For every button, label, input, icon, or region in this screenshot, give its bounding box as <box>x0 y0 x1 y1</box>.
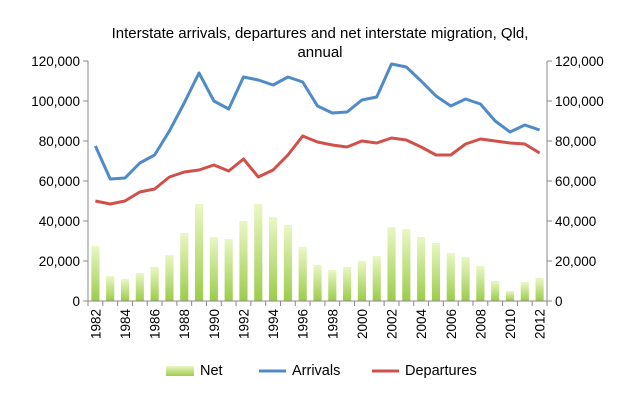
bar-net-1997 <box>313 265 322 301</box>
bar-net-1993 <box>254 204 263 301</box>
y-tick-label-right: 20,000 <box>555 254 596 269</box>
x-tick-label: 1988 <box>177 309 192 339</box>
legend-label-net: Net <box>200 363 223 379</box>
y-tick-label-left: 120,000 <box>31 54 80 69</box>
bar-net-2010 <box>505 291 515 301</box>
bar-net-2006 <box>446 253 455 301</box>
x-tick-label: 2006 <box>444 309 459 339</box>
bar-net-1999 <box>343 267 352 301</box>
legend-label-departures: Departures <box>405 363 477 379</box>
x-tick-label: 1996 <box>296 309 311 339</box>
bar-net-1984 <box>120 279 130 301</box>
x-tick-label: 1998 <box>325 309 340 339</box>
y-tick-label-left: 80,000 <box>39 134 80 149</box>
x-tick-label: 1984 <box>118 309 133 340</box>
bar-net-1983 <box>106 276 115 301</box>
y-tick-label-left: 100,000 <box>31 94 80 109</box>
x-tick-label: 1986 <box>148 309 163 339</box>
bar-net-2000 <box>357 261 366 301</box>
y-tick-label-right: 80,000 <box>555 134 596 149</box>
bar-net-2012 <box>535 278 544 301</box>
bar-net-1996 <box>298 247 307 301</box>
chart-title-line-2: annual <box>297 44 342 61</box>
net-bars <box>91 204 544 301</box>
x-tick-label: 1994 <box>266 309 281 340</box>
bar-net-1990 <box>209 237 218 301</box>
bar-net-2004 <box>417 237 426 301</box>
y-tick-label-right: 100,000 <box>555 94 604 109</box>
bar-net-2008 <box>476 266 485 301</box>
x-tick-label: 1992 <box>236 309 251 339</box>
y-tick-label-right: 0 <box>555 294 563 309</box>
axes: 0 0 20,000 20,000 40,000 40,000 60,000 60,000 80… <box>31 54 604 339</box>
bar-net-2007 <box>461 257 470 301</box>
bar-net-2003 <box>402 229 411 301</box>
bar-net-2005 <box>431 243 441 301</box>
y-tick-label-right: 120,000 <box>555 54 604 69</box>
y-tick-label-left: 0 <box>72 294 80 309</box>
x-tick-label: 2010 <box>503 309 518 339</box>
y-tick-label-left: 20,000 <box>39 254 80 269</box>
bar-net-1988 <box>180 233 189 301</box>
x-tick-label: 2004 <box>414 309 429 340</box>
x-tick-label: 2000 <box>355 309 370 339</box>
y-tick-label-right: 40,000 <box>555 214 596 229</box>
y-tick-label-right: 60,000 <box>555 174 596 189</box>
bar-net-1986 <box>150 267 159 301</box>
y-tick-label-left: 60,000 <box>39 174 80 189</box>
bar-net-1995 <box>283 225 292 301</box>
x-tick-label: 1982 <box>88 309 103 339</box>
bar-net-2009 <box>491 281 500 301</box>
x-tick-label: 1990 <box>207 309 222 339</box>
chart-title-line-1: Interstate arrivals, departures and net … <box>112 25 529 42</box>
bar-net-2011 <box>520 282 529 301</box>
bar-net-1994 <box>269 217 278 301</box>
y-tick-label-left: 40,000 <box>39 214 80 229</box>
bar-net-1992 <box>239 221 248 301</box>
bar-net-1985 <box>135 273 144 301</box>
bar-net-1982 <box>91 246 100 301</box>
bar-net-1991 <box>224 239 233 301</box>
line-arrivals <box>94 62 541 181</box>
line-departures <box>95 134 541 206</box>
bar-net-1987 <box>165 255 174 301</box>
bar-net-2002 <box>387 227 396 301</box>
bar-net-1998 <box>328 270 337 301</box>
legend: Net Arrivals Departures <box>166 363 477 379</box>
legend-label-arrivals: Arrivals <box>292 363 340 379</box>
x-tick-label: 2012 <box>533 309 548 339</box>
x-tick-label: 2002 <box>385 309 400 339</box>
legend-swatch-net <box>166 366 194 376</box>
series-lines <box>94 62 541 206</box>
bar-net-2001 <box>372 256 381 301</box>
bar-net-1989 <box>194 204 204 301</box>
x-tick-label: 2008 <box>473 309 488 339</box>
